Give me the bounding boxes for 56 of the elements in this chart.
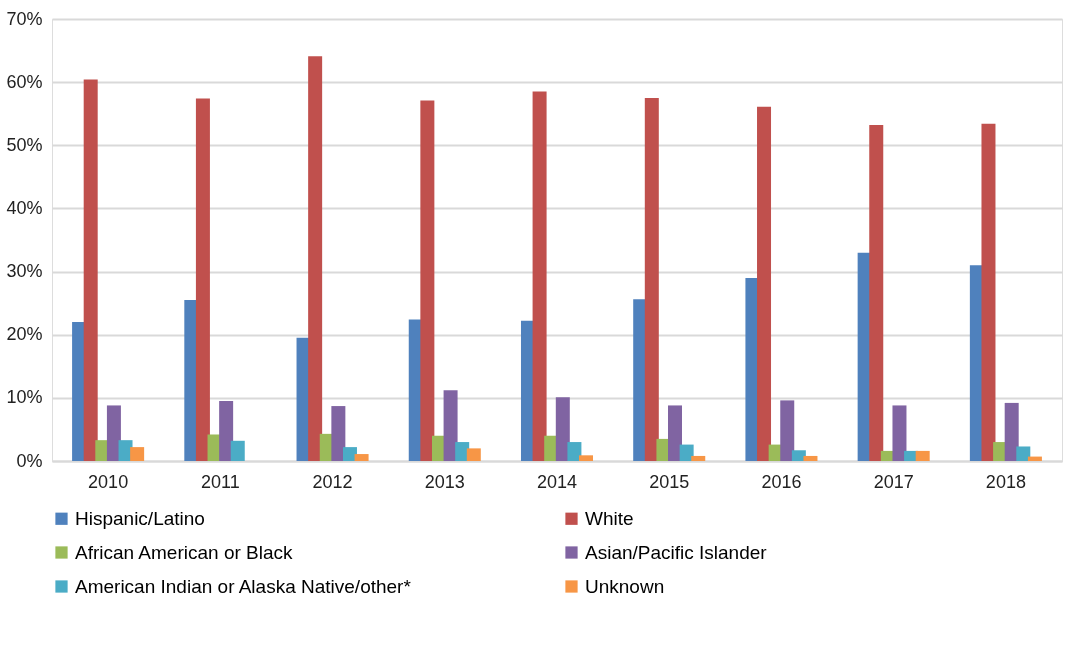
- bar: [130, 447, 145, 461]
- bar: [791, 450, 806, 461]
- x-tick-label: 2011: [200, 471, 240, 492]
- bar: [532, 91, 547, 461]
- x-tick-label: 2017: [873, 471, 914, 492]
- y-tick-label: 50%: [6, 134, 43, 155]
- bar: [579, 455, 594, 461]
- y-tick-label: 0%: [16, 450, 43, 471]
- bar: [83, 79, 98, 461]
- legend-label: American Indian or Alaska Native/other*: [75, 575, 412, 597]
- x-tick-label: 2014: [536, 471, 578, 492]
- x-tick-label: 2013: [424, 471, 465, 492]
- bar: [354, 454, 369, 461]
- bar: [106, 405, 121, 461]
- y-tick-label: 40%: [6, 197, 43, 218]
- bar: [757, 106, 772, 461]
- legend-label: Hispanic/Latino: [75, 507, 205, 529]
- legend-label: Asian/Pacific Islander: [585, 541, 768, 563]
- y-tick-label: 60%: [6, 71, 43, 92]
- bar: [230, 440, 245, 461]
- x-tick-label: 2015: [649, 471, 690, 492]
- x-tick-label: 2010: [88, 471, 129, 492]
- bar: [679, 444, 694, 461]
- x-tick-label: 2016: [761, 471, 802, 492]
- bar: [668, 405, 683, 461]
- x-tick-label: 2012: [312, 471, 353, 492]
- bar: [331, 406, 346, 461]
- bar: [455, 442, 470, 461]
- bar: [466, 448, 481, 461]
- bar: [342, 447, 357, 461]
- bar: [195, 98, 210, 461]
- y-tick-label: 30%: [6, 261, 43, 282]
- y-tick-label: 20%: [6, 324, 43, 345]
- x-tick-label: 2018: [985, 471, 1026, 492]
- bar: [1016, 446, 1031, 461]
- bar: [420, 100, 435, 461]
- bar: [1027, 456, 1042, 461]
- bar: [691, 455, 706, 461]
- legend-label: Unknown: [585, 575, 665, 597]
- y-tick-label: 70%: [6, 8, 43, 29]
- bar: [567, 442, 582, 461]
- legend-label: White: [585, 507, 634, 529]
- bar: [981, 123, 996, 461]
- bar: [892, 405, 907, 461]
- bar: [915, 450, 930, 461]
- bar: [308, 56, 323, 461]
- bar: [780, 400, 795, 461]
- bar: [443, 390, 458, 461]
- y-tick-label: 10%: [6, 387, 43, 408]
- legend-label: African American or Black: [75, 541, 294, 563]
- bar: [869, 125, 884, 461]
- bar: [1004, 402, 1019, 461]
- bar: [219, 401, 234, 461]
- bar: [803, 455, 818, 461]
- bar: [555, 397, 570, 461]
- bar: [644, 97, 659, 461]
